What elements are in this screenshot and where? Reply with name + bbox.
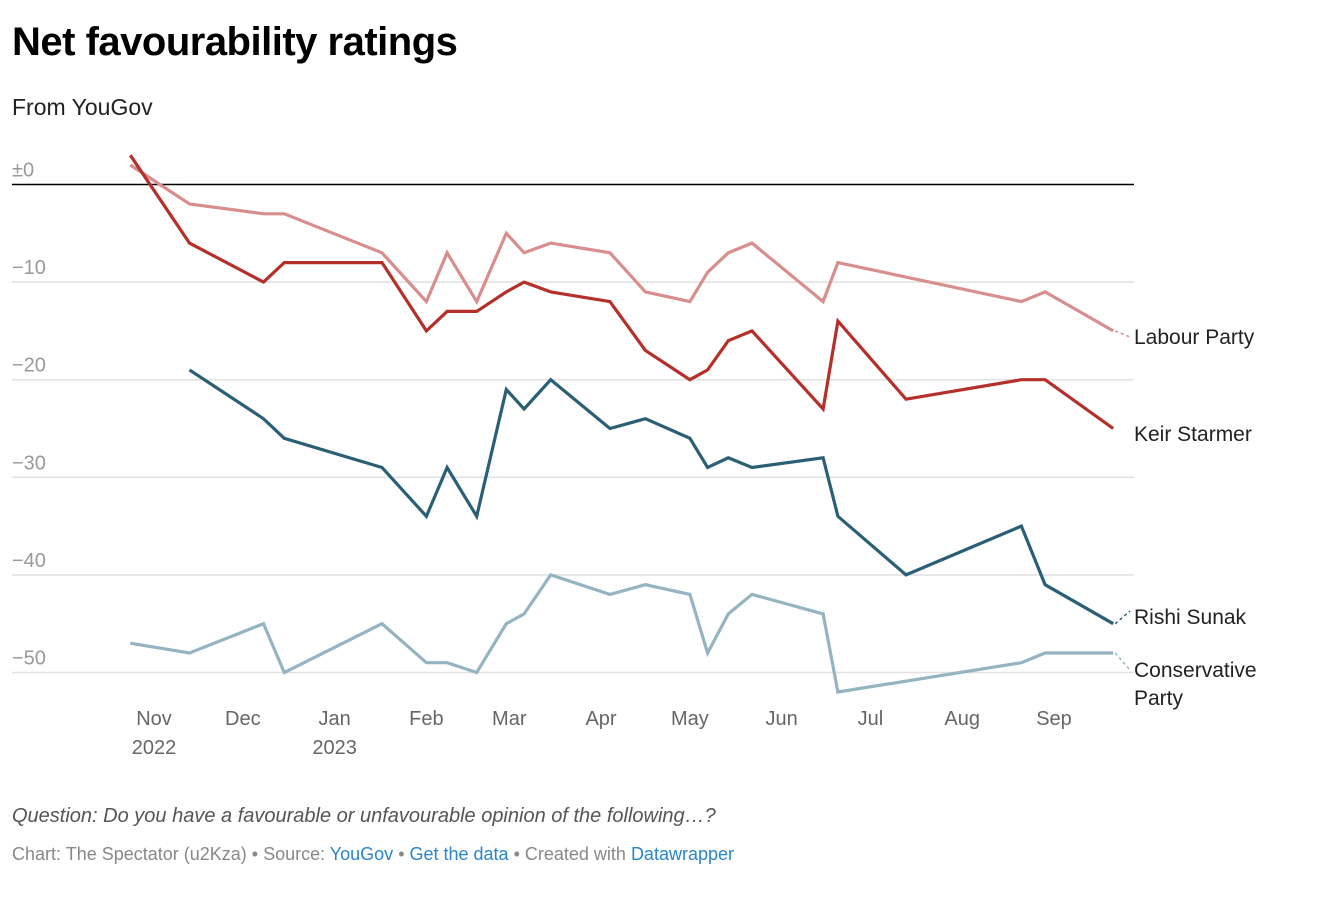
chart-title: Net favourability ratings: [12, 20, 458, 64]
series-label: Party: [1134, 687, 1184, 710]
chart-subtitle: From YouGov: [12, 94, 153, 120]
x-tick-label: Mar: [492, 708, 527, 730]
series-line-labour-party: [129, 163, 1114, 333]
x-axis: Nov 2022 Dec Jan 2023 Feb Mar Apr May Jun Jul Aug Se…: [132, 708, 1072, 759]
x-tick-year-label: 2023: [312, 737, 357, 759]
y-tick-label: −30: [12, 452, 46, 474]
source-link[interactable]: YouGov: [329, 844, 394, 864]
series-label: Labour Party: [1134, 326, 1255, 349]
gridlines: [12, 183, 1134, 674]
series-line-keir-starmer: [128, 154, 1115, 430]
x-tick-label: Apr: [585, 708, 616, 730]
y-tick-label: ±0: [12, 160, 34, 182]
label-connector: [1114, 610, 1131, 625]
y-axis: ±0 −10 −20 −30 −40 −50: [12, 160, 46, 670]
datawrapper-link[interactable]: Datawrapper: [630, 844, 734, 864]
y-tick-label: −20: [12, 355, 46, 377]
x-tick-label: May: [671, 708, 709, 730]
series-label: Rishi Sunak: [1134, 606, 1247, 629]
get-data-link[interactable]: Get the data: [409, 844, 509, 864]
x-tick-label: Jan: [318, 708, 350, 730]
label-connector: [1114, 330, 1131, 338]
x-tick-year-label: 2022: [132, 737, 177, 759]
line-chart: ±0 −10 −20 −30 −40 −50 Nov 2022 Dec Jan 2023 Feb Ma…: [12, 154, 1257, 759]
separator: •: [393, 844, 410, 864]
x-tick-label: Jul: [858, 708, 884, 730]
series-line-rishi-sunak: [188, 368, 1114, 626]
credit-text: Chart: The Spectator (u2Kza) • Source:: [12, 844, 330, 864]
y-tick-label: −10: [12, 257, 46, 279]
y-tick-label: −40: [12, 550, 46, 572]
x-tick-label: Jun: [766, 708, 798, 730]
x-tick-label: Dec: [225, 708, 261, 730]
x-tick-label: Feb: [409, 708, 443, 730]
series-label: Keir Starmer: [1134, 423, 1252, 446]
series-line-conservative-party: [130, 573, 1114, 694]
chart-notes: Question: Do you have a favourable or un…: [12, 805, 716, 827]
label-connector: [1114, 652, 1131, 671]
created-with-text: • Created with: [508, 844, 631, 864]
series-labels: Labour Party Keir Starmer Rishi Sunak Conse…: [1114, 326, 1257, 710]
x-tick-label: Nov: [136, 708, 172, 730]
chart-footer: Chart: The Spectator (u2Kza) • Source: Y…: [12, 844, 734, 865]
series-label: Conservative: [1134, 659, 1257, 682]
x-tick-label: Sep: [1036, 708, 1072, 730]
x-tick-label: Aug: [944, 708, 980, 730]
y-tick-label: −50: [12, 648, 46, 670]
series-lines: [128, 154, 1115, 694]
